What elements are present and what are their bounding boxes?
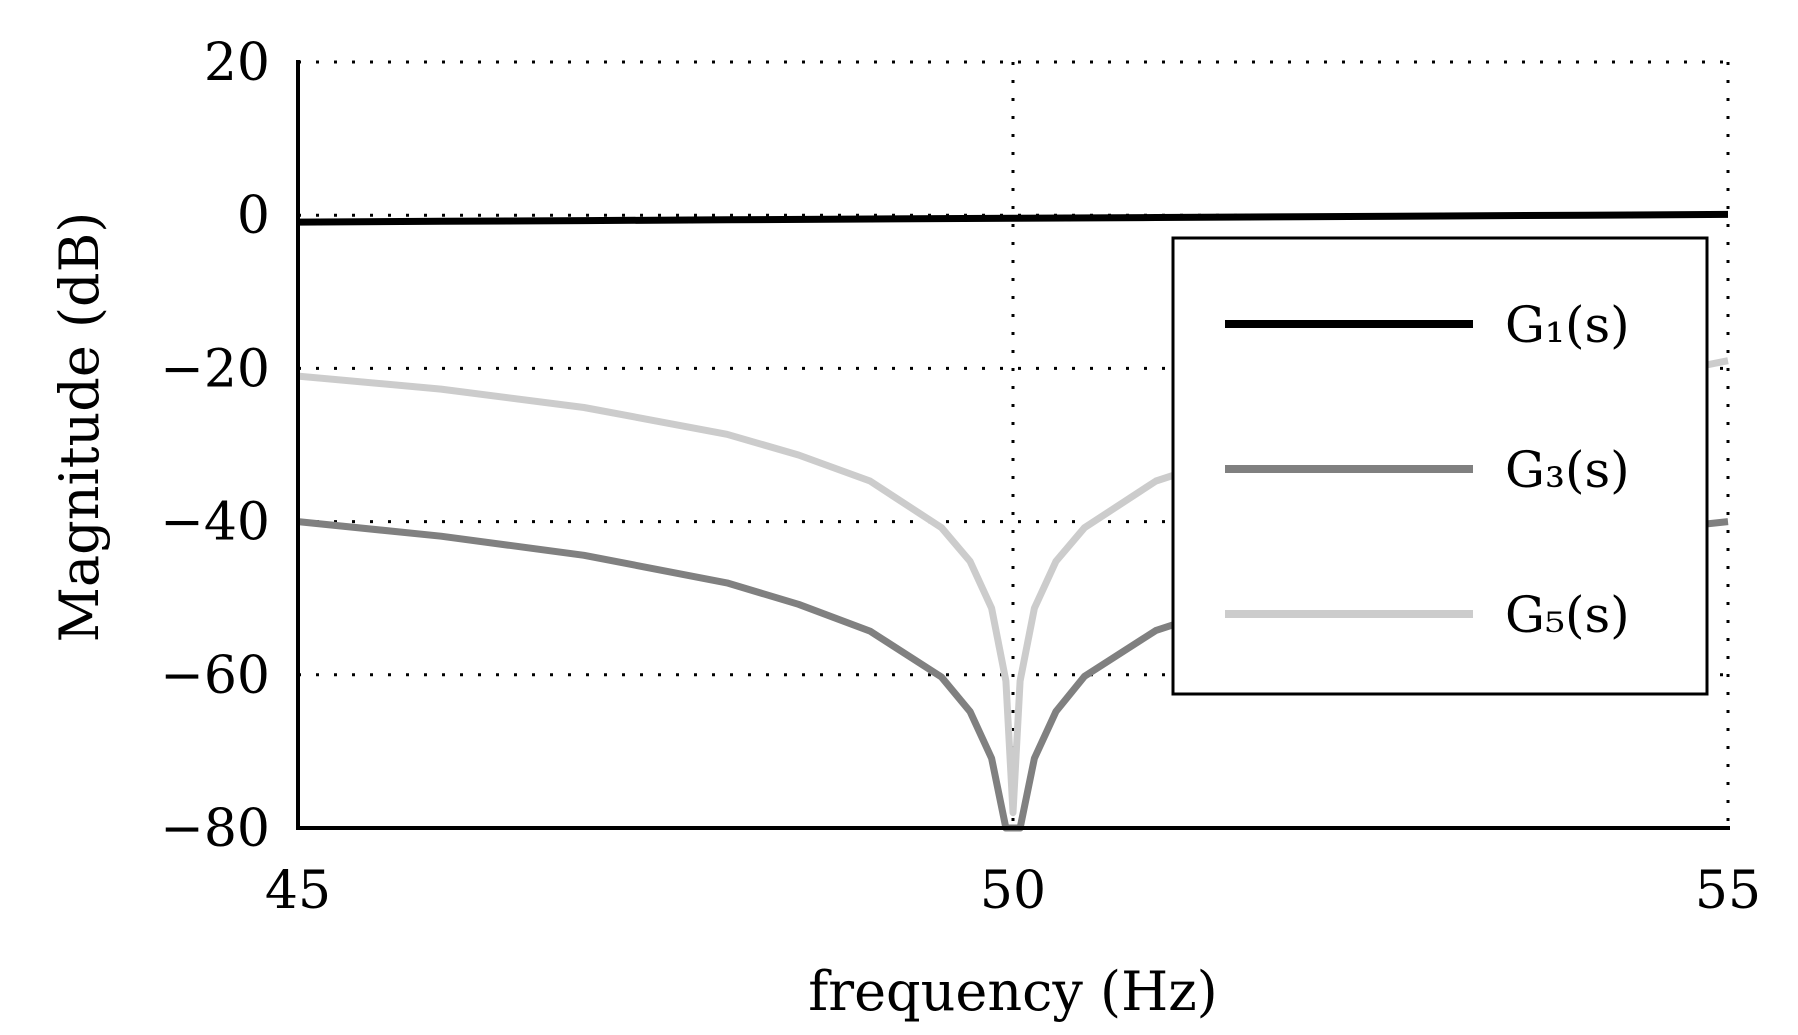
y-tick-label: −20 bbox=[160, 339, 270, 399]
series-line-1 bbox=[297, 210, 1729, 226]
x-tick-label: 50 bbox=[980, 861, 1046, 921]
y-tick-label: −40 bbox=[160, 493, 270, 553]
y-axis-title: Magnitude (dB) bbox=[48, 212, 111, 643]
tick-labels: 45 50 55 20 0 −20 −40 −60 −80 bbox=[160, 33, 1761, 921]
x-tick-label: 55 bbox=[1695, 861, 1761, 921]
legend-label: G₁(s) bbox=[1505, 296, 1630, 354]
legend-label: G₅(s) bbox=[1505, 586, 1630, 644]
y-tick-label: 20 bbox=[204, 33, 270, 93]
legend: G₁(s) G₃(s) G₅(s) bbox=[1171, 236, 1709, 696]
x-tick-label: 45 bbox=[265, 861, 331, 921]
axes bbox=[296, 60, 1730, 830]
y-tick-label: 0 bbox=[237, 186, 270, 246]
y-tick-label: −80 bbox=[160, 799, 270, 859]
x-axis-title: frequency (Hz) bbox=[808, 960, 1217, 1023]
y-tick-label: −60 bbox=[160, 646, 270, 706]
legend-label: G₃(s) bbox=[1505, 441, 1630, 499]
